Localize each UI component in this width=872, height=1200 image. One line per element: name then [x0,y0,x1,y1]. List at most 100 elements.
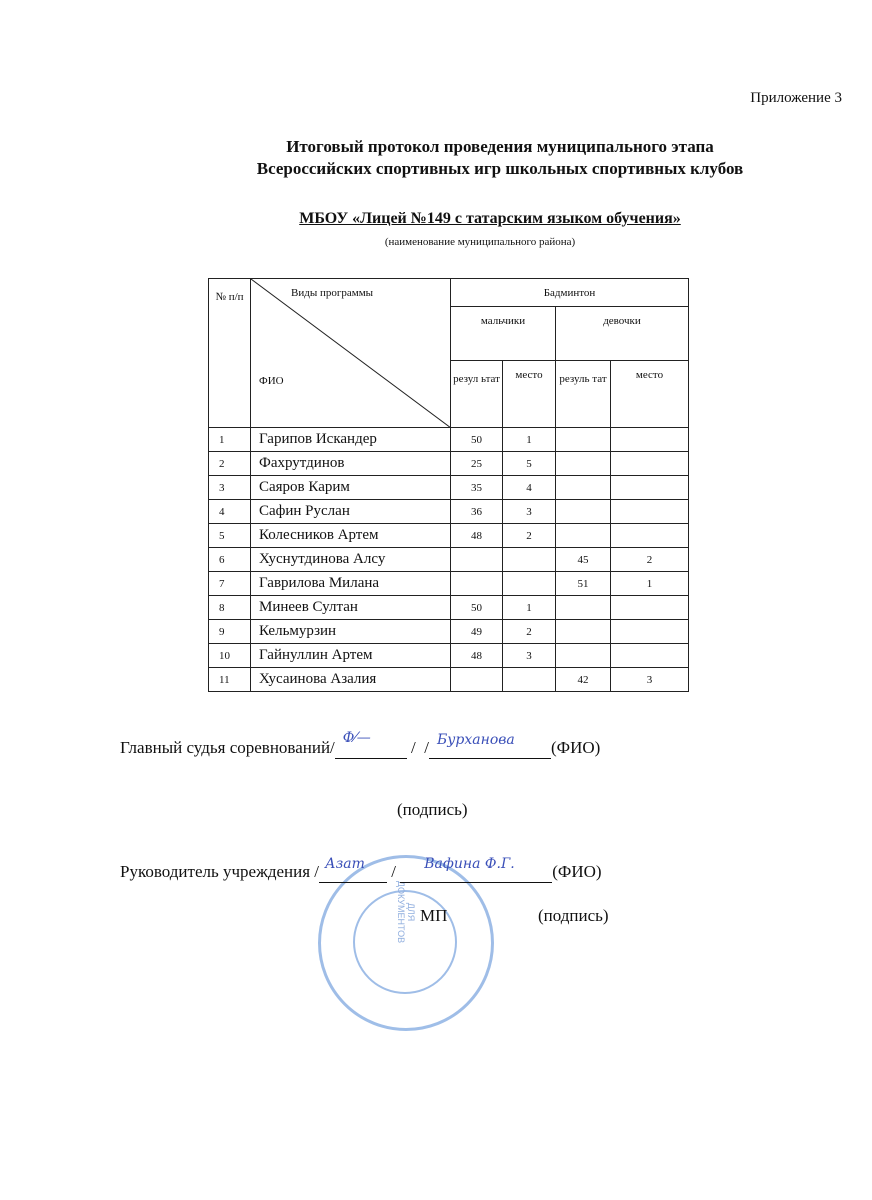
boys-result: 48 [450,523,503,548]
participant-name: Гайнуллин Артем [250,643,451,668]
participant-name: Хуснутдинова Алсу [250,547,451,572]
head-signature-caption: (подпись) [538,906,609,925]
girls-result: 45 [555,547,611,572]
school-name: МБОУ «Лицей №149 с татарским языком обуч… [299,210,681,227]
table-row: 6 Хуснутдинова Алсу 45 2 [208,547,689,572]
participant-name: Сафин Руслан [250,499,451,524]
girls-result [555,427,611,452]
boys-result: 50 [450,595,503,620]
girls-place [610,499,689,524]
boys-place: 3 [502,499,556,524]
header-number: № п/п [208,278,251,428]
girls-result [555,499,611,524]
girls-result [555,619,611,644]
row-number: 11 [208,667,251,692]
row-number: 7 [208,571,251,596]
table-row: 7 Гаврилова Милана 51 1 [208,571,689,596]
row-number: 1 [208,427,251,452]
table-row: 3 Саяров Карим 35 4 [208,475,689,500]
participant-name: Гарипов Искандер [250,427,451,452]
participant-name: Гаврилова Милана [250,571,451,596]
girls-result [555,475,611,500]
girls-result [555,523,611,548]
header-girls-place: место [610,360,689,428]
boys-place: 2 [502,523,556,548]
header-girls-result: резуль тат [555,360,611,428]
table-row: 9 Кельмурзин 49 2 [208,619,689,644]
boys-result: 25 [450,451,503,476]
header-boys-place: место [502,360,556,428]
girls-place [610,451,689,476]
official-stamp: ДЛЯ ДОКУМЕНТОВ [318,855,494,1031]
header-boys: мальчики [450,306,556,361]
header-fio: ФИО [259,375,284,387]
participant-name: Саяров Карим [250,475,451,500]
girls-place [610,595,689,620]
girls-place [610,427,689,452]
header-diagonal-cell: Виды программы ФИО [250,278,451,428]
appendix-label: Приложение 3 [750,90,842,106]
head-signature-line: Руководитель учреждения / Азат / Вафина Ф… [120,856,602,883]
girls-place: 3 [610,667,689,692]
header-girls: девочки [555,306,689,361]
boys-result [450,667,503,692]
head-signature: Азат [319,856,388,883]
table-row: 10 Гайнуллин Артем 48 3 [208,643,689,668]
mp-label: МП [420,906,448,925]
table-row: 1 Гарипов Искандер 50 1 [208,427,689,452]
row-number: 2 [208,451,251,476]
header-sport: Бадминтон [450,278,689,307]
judge-label: Главный судья соревнований/ [120,738,335,757]
judge-fio-label: (ФИО) [550,738,601,757]
boys-place: 3 [502,643,556,668]
row-number: 3 [208,475,251,500]
row-number: 10 [208,643,251,668]
results-table: № п/п Виды программы ФИО Бадминтон мальч… [208,278,689,692]
diagonal-line [251,279,451,428]
head-label: Руководитель учреждения / [120,862,320,881]
boys-place: 4 [502,475,556,500]
boys-place: 2 [502,619,556,644]
title-line-1: Итоговый протокол проведения муниципальн… [286,137,714,156]
head-fio-label: (ФИО) [552,862,602,881]
boys-result: 36 [450,499,503,524]
girls-place [610,523,689,548]
district-caption: (наименование муниципального района) [384,236,576,248]
row-number: 4 [208,499,251,524]
girls-place [610,475,689,500]
boys-result [450,547,503,572]
girls-result [555,643,611,668]
row-number: 5 [208,523,251,548]
boys-place [502,547,556,572]
document-title: Итоговый протокол проведения муниципальн… [0,136,872,180]
participant-name: Колесников Артем [250,523,451,548]
boys-result: 50 [450,427,503,452]
judge-signature-line: Главный судья соревнований/Ф⁄— / / Бурхан… [120,730,601,759]
boys-result: 35 [450,475,503,500]
girls-result: 42 [555,667,611,692]
table-row: 11 Хусаинова Азалия 42 3 [208,667,689,692]
girls-place: 2 [610,547,689,572]
girls-place [610,619,689,644]
boys-place: 1 [502,595,556,620]
participant-name: Кельмурзин [250,619,451,644]
title-line-2: Всероссийских спортивных игр школьных сп… [256,159,744,178]
header-programs: Виды программы [291,287,374,299]
girls-place: 1 [610,571,689,596]
girls-result [555,595,611,620]
participant-name: Хусаинова Азалия [250,667,451,692]
table-row: 2 Фахрутдинов 25 5 [208,451,689,476]
boys-place [502,667,556,692]
boys-result [450,571,503,596]
row-number: 9 [208,619,251,644]
table-row: 5 Колесников Артем 48 2 [208,523,689,548]
boys-place: 1 [502,427,556,452]
participant-name: Фахрутдинов [250,451,451,476]
boys-place [502,571,556,596]
table-row: 8 Минеев Султан 50 1 [208,595,689,620]
girls-result [555,451,611,476]
header-boys-result: резул ьтат [450,360,503,428]
judge-signature-caption: (подпись) [397,800,468,819]
participant-name: Минеев Султан [250,595,451,620]
judge-name-handwritten: Бурханова [428,732,551,759]
